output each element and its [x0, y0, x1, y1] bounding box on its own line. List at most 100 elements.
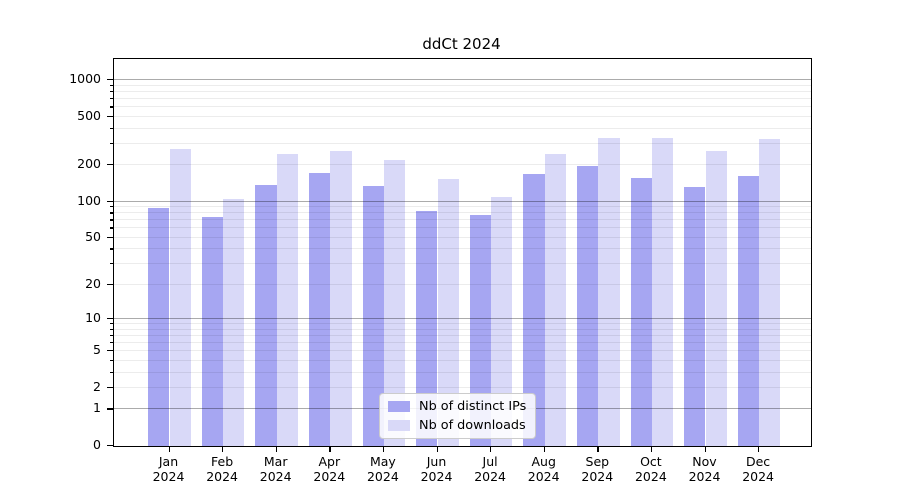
legend-item-distinct-ips: Nb of distinct IPs [388, 399, 526, 414]
x-tick-apr-2024 [329, 446, 331, 452]
y-tick-5 [107, 350, 113, 352]
bar-nb-of-downloads-jul-2024 [491, 196, 513, 446]
bar-nb-of-distinct-ips-mar-2024 [255, 184, 277, 446]
bar-nb-of-downloads-oct-2024 [651, 138, 674, 446]
y-minor-tick-60 [109, 227, 113, 229]
legend: Nb of distinct IPs Nb of downloads [379, 393, 537, 439]
y-tick-10 [107, 318, 113, 320]
y-tick-label-1: 1 [93, 400, 101, 416]
x-tick-label-apr-2024: Apr 2024 [313, 453, 346, 485]
x-tick-label-jan-2024: Jan 2024 [152, 453, 185, 485]
y-minor-tick-6 [109, 342, 113, 344]
x-axis: Jan 2024 Feb 2024 Mar 2024 Apr 2024 May 2024… [113, 446, 810, 497]
bar-nb-of-downloads-jan-2024 [169, 148, 191, 446]
y-minor-tick-400 [109, 127, 113, 129]
y-tick-20 [107, 283, 113, 286]
bar-nb-of-distinct-ips-apr-2024 [308, 173, 331, 446]
y-tick-label-100: 100 [77, 192, 101, 208]
x-tick-oct-2024 [650, 446, 653, 452]
bar-nb-of-downloads-sep-2024 [598, 138, 620, 446]
x-tick-label-feb-2024: Feb 2024 [206, 453, 238, 485]
y-minor-tick-70 [109, 219, 113, 221]
bar-nb-of-distinct-ips-may-2024 [362, 185, 384, 446]
y-tick-label-50: 50 [85, 228, 101, 244]
plot-area [113, 58, 812, 447]
x-tick-aug-2024 [543, 446, 545, 452]
bar-nb-of-distinct-ips-sep-2024 [576, 166, 599, 446]
x-tick-label-jul-2024: Jul 2024 [474, 453, 506, 485]
y-tick-1000 [107, 79, 113, 81]
y-minor-tick-3 [109, 371, 113, 373]
y-tick-label-2: 2 [93, 378, 101, 394]
bars-layer [114, 59, 811, 446]
y-minor-tick-7 [109, 334, 113, 337]
y-minor-tick-9 [109, 323, 113, 325]
x-tick-jul-2024 [490, 446, 492, 452]
x-tick-jun-2024 [436, 446, 438, 452]
y-tick-label-5: 5 [93, 342, 101, 358]
x-tick-label-sep-2024: Sep 2024 [581, 453, 614, 485]
y-tick-50 [107, 236, 113, 239]
bar-nb-of-downloads-apr-2024 [330, 151, 352, 446]
y-minor-tick-800 [109, 91, 113, 93]
y-tick-100 [107, 200, 113, 202]
x-tick-may-2024 [382, 446, 385, 452]
bar-nb-of-distinct-ips-nov-2024 [684, 186, 706, 446]
y-tick-label-200: 200 [77, 156, 101, 172]
bar-nb-of-downloads-feb-2024 [223, 198, 245, 446]
bar-nb-of-downloads-may-2024 [383, 159, 406, 446]
x-tick-label-may-2024: May 2024 [366, 453, 399, 485]
y-minor-tick-900 [109, 84, 113, 87]
x-tick-mar-2024 [275, 446, 277, 452]
bar-nb-of-distinct-ips-aug-2024 [523, 173, 545, 446]
y-tick-500 [107, 115, 113, 118]
x-tick-jan-2024 [168, 446, 170, 452]
y-minor-tick-80 [109, 212, 113, 214]
y-minor-tick-4 [109, 359, 113, 362]
legend-item-downloads: Nb of downloads [388, 418, 526, 433]
y-axis: 1000 500 200 100 50 20 10 5 2 1 0 [0, 58, 113, 452]
x-tick-nov-2024 [704, 446, 706, 452]
y-minor-tick-90 [109, 206, 113, 208]
x-tick-label-aug-2024: Aug 2024 [527, 453, 560, 485]
y-tick-200 [107, 164, 113, 166]
x-tick-label-jun-2024: Jun 2024 [420, 453, 453, 485]
chart-title: ddCt 2024 [422, 35, 501, 53]
y-tick-label-10: 10 [85, 310, 101, 326]
bar-nb-of-distinct-ips-oct-2024 [630, 177, 652, 446]
bar-nb-of-distinct-ips-jan-2024 [148, 207, 170, 446]
bar-nb-of-downloads-mar-2024 [276, 153, 299, 446]
legend-swatch-downloads-icon [388, 420, 410, 431]
legend-label-distinct-ips: Nb of distinct IPs [419, 399, 527, 414]
bar-nb-of-downloads-jun-2024 [437, 179, 459, 446]
y-minor-tick-700 [109, 98, 113, 100]
x-tick-sep-2024 [597, 446, 599, 452]
bar-nb-of-distinct-ips-dec-2024 [737, 176, 760, 446]
legend-swatch-distinct-ips-icon [388, 401, 410, 412]
y-tick-label-1000: 1000 [69, 71, 101, 87]
bar-nb-of-distinct-ips-jun-2024 [416, 211, 438, 446]
y-minor-tick-600 [109, 106, 113, 108]
y-minor-tick-300 [109, 142, 113, 145]
y-tick-1 [107, 408, 113, 410]
y-minor-tick-30 [109, 263, 113, 265]
y-tick-2 [107, 386, 113, 389]
bar-nb-of-downloads-aug-2024 [544, 153, 567, 446]
x-tick-feb-2024 [222, 446, 224, 452]
x-tick-dec-2024 [758, 446, 760, 452]
bar-nb-of-downloads-nov-2024 [705, 151, 727, 446]
y-minor-tick-40 [109, 248, 113, 250]
y-minor-tick-8 [109, 328, 113, 330]
y-tick-label-20: 20 [85, 275, 101, 291]
y-tick-label-0: 0 [93, 437, 101, 452]
bar-nb-of-downloads-dec-2024 [759, 138, 781, 446]
y-tick-label-500: 500 [77, 107, 101, 123]
x-tick-label-nov-2024: Nov 2024 [688, 453, 721, 485]
x-tick-label-oct-2024: Oct 2024 [634, 453, 667, 485]
bar-nb-of-distinct-ips-jul-2024 [469, 214, 492, 446]
y-tick-0 [107, 445, 113, 447]
bar-nb-of-distinct-ips-feb-2024 [201, 216, 224, 446]
legend-label-downloads: Nb of downloads [419, 418, 526, 433]
x-tick-label-dec-2024: Dec 2024 [742, 453, 774, 485]
